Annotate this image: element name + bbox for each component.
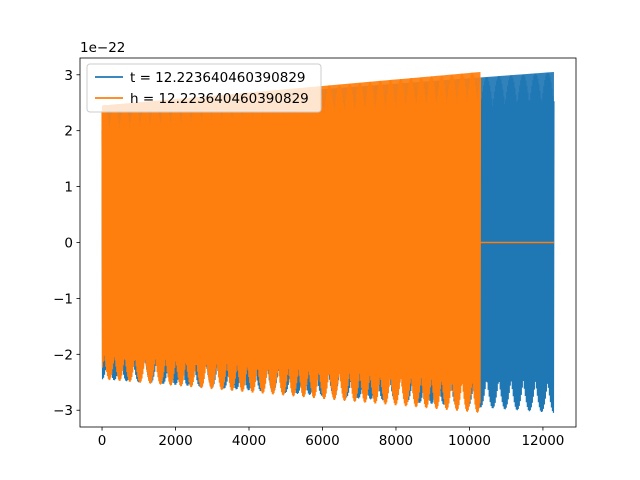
x-tick-label: 8000 <box>379 433 413 449</box>
series-line-2 <box>101 72 482 413</box>
y-tick-label: 1 <box>64 180 73 196</box>
x-tick-label: 10000 <box>448 433 491 449</box>
y-offset-text: 1e−22 <box>80 40 125 56</box>
plot-area <box>101 71 555 413</box>
y-tick-label: 0 <box>64 236 73 252</box>
x-tick-label: 4000 <box>232 433 266 449</box>
legend-box <box>86 63 322 113</box>
y-tick-label: 2 <box>64 124 73 140</box>
legend[interactable]: t = 12.223640460390829 h = 12.22364046039… <box>86 63 322 113</box>
legend-label: h = 12.223640460390829 <box>130 91 309 107</box>
y-tick-label: 3 <box>64 68 73 84</box>
x-tick-label: 0 <box>98 433 107 449</box>
y-tick-label: −3 <box>53 403 73 419</box>
y-tick-label: −1 <box>53 291 73 307</box>
x-tick-label: 2000 <box>158 433 192 449</box>
x-tick-label: 6000 <box>305 433 339 449</box>
x-tick-label: 12000 <box>521 433 564 449</box>
ticks: 0 2000 4000 6000 8000 10000 12000 −3 −2 −1 0 1 2 3 <box>53 68 564 449</box>
legend-label: t = 12.223640460390829 <box>130 70 306 86</box>
y-tick-label: −2 <box>53 347 73 363</box>
